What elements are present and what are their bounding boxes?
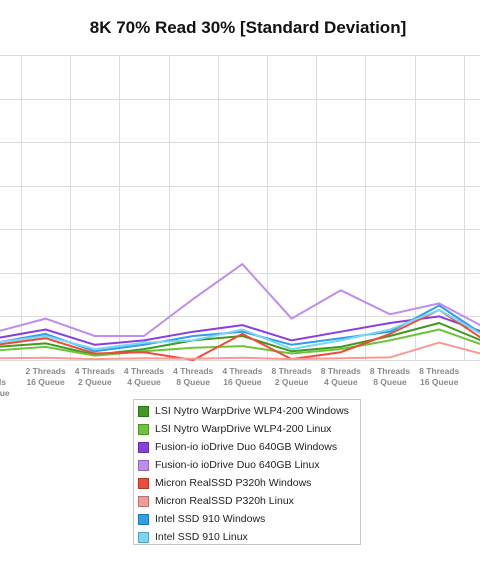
legend-swatch bbox=[138, 459, 149, 471]
legend-item[interactable]: LSI Nytro WarpDrive WLP4-200 Linux bbox=[138, 420, 360, 438]
series-line bbox=[0, 315, 480, 346]
legend-item[interactable]: Intel SSD 910 Windows bbox=[138, 510, 360, 528]
legend-swatch bbox=[138, 405, 149, 417]
series-line bbox=[0, 304, 480, 353]
x-tick-label: 8 Threads bbox=[370, 366, 410, 376]
x-tick-label: 4 Threads bbox=[222, 366, 262, 376]
legend-label: Micron RealSSD P320h Linux bbox=[155, 495, 294, 507]
x-tick-label: 2 Queue bbox=[78, 377, 112, 387]
x-tick-label: 4 Queue bbox=[127, 377, 161, 387]
legend-item[interactable]: Fusion-io ioDrive Duo 640GB Linux bbox=[138, 456, 360, 474]
x-tick-label: 4 Threads bbox=[173, 366, 213, 376]
series-line bbox=[0, 263, 480, 337]
x-tick-label: 8 Threads bbox=[419, 366, 459, 376]
x-tick-label: 16 Queue bbox=[223, 377, 262, 387]
x-tick-label: 16 Queue bbox=[26, 377, 65, 387]
legend-label: Fusion-io ioDrive Duo 640GB Linux bbox=[155, 459, 320, 471]
legend-item[interactable]: Micron RealSSD P320h Windows bbox=[138, 474, 360, 492]
x-tick-label: 4 Threads bbox=[75, 366, 115, 376]
legend: LSI Nytro WarpDrive WLP4-200 Windows LSI … bbox=[133, 399, 361, 545]
legend-swatch bbox=[138, 441, 149, 453]
legend-label: Fusion-io ioDrive Duo 640GB Windows bbox=[155, 441, 338, 453]
legend-label: Micron RealSSD P320h Windows bbox=[155, 477, 312, 489]
series-line bbox=[0, 341, 480, 361]
x-tick-label: 16 Queue bbox=[420, 377, 459, 387]
x-tick-label: 2 Queue bbox=[275, 377, 309, 387]
x-tick-label: 8 Queue bbox=[373, 377, 407, 387]
x-tick-label: 8 Threads bbox=[321, 366, 361, 376]
legend-swatch bbox=[138, 423, 149, 435]
x-tick-label: Queue bbox=[0, 388, 10, 398]
series-line bbox=[0, 308, 480, 361]
series-line bbox=[0, 308, 480, 351]
legend-swatch bbox=[138, 495, 149, 507]
x-tick-label: 4 Threads bbox=[124, 366, 164, 376]
x-tick-label: 8 Queue bbox=[176, 377, 210, 387]
legend-label: Intel SSD 910 Windows bbox=[155, 513, 266, 525]
legend-swatch bbox=[138, 513, 149, 525]
legend-swatch bbox=[138, 477, 149, 489]
legend-label: LSI Nytro WarpDrive WLP4-200 Linux bbox=[155, 423, 332, 435]
legend-item[interactable]: Intel SSD 910 Linux bbox=[138, 528, 360, 546]
legend-item[interactable]: Micron RealSSD P320h Linux bbox=[138, 492, 360, 510]
legend-label: Intel SSD 910 Linux bbox=[155, 531, 248, 543]
chart-title: 8K 70% Read 30% [Standard Deviation] bbox=[89, 18, 407, 37]
x-tick-label: 8 Threads bbox=[272, 366, 312, 376]
x-tick-label: 4 Queue bbox=[324, 377, 358, 387]
legend-label: LSI Nytro WarpDrive WLP4-200 Windows bbox=[155, 405, 349, 417]
x-tick-label: 2 Threads bbox=[26, 366, 66, 376]
x-tick-label: eads bbox=[0, 377, 6, 387]
series-line bbox=[0, 322, 480, 356]
legend-swatch bbox=[138, 531, 149, 543]
legend-item[interactable]: Fusion-io ioDrive Duo 640GB Windows bbox=[138, 438, 360, 456]
legend-item[interactable]: LSI Nytro WarpDrive WLP4-200 Windows bbox=[138, 402, 360, 420]
